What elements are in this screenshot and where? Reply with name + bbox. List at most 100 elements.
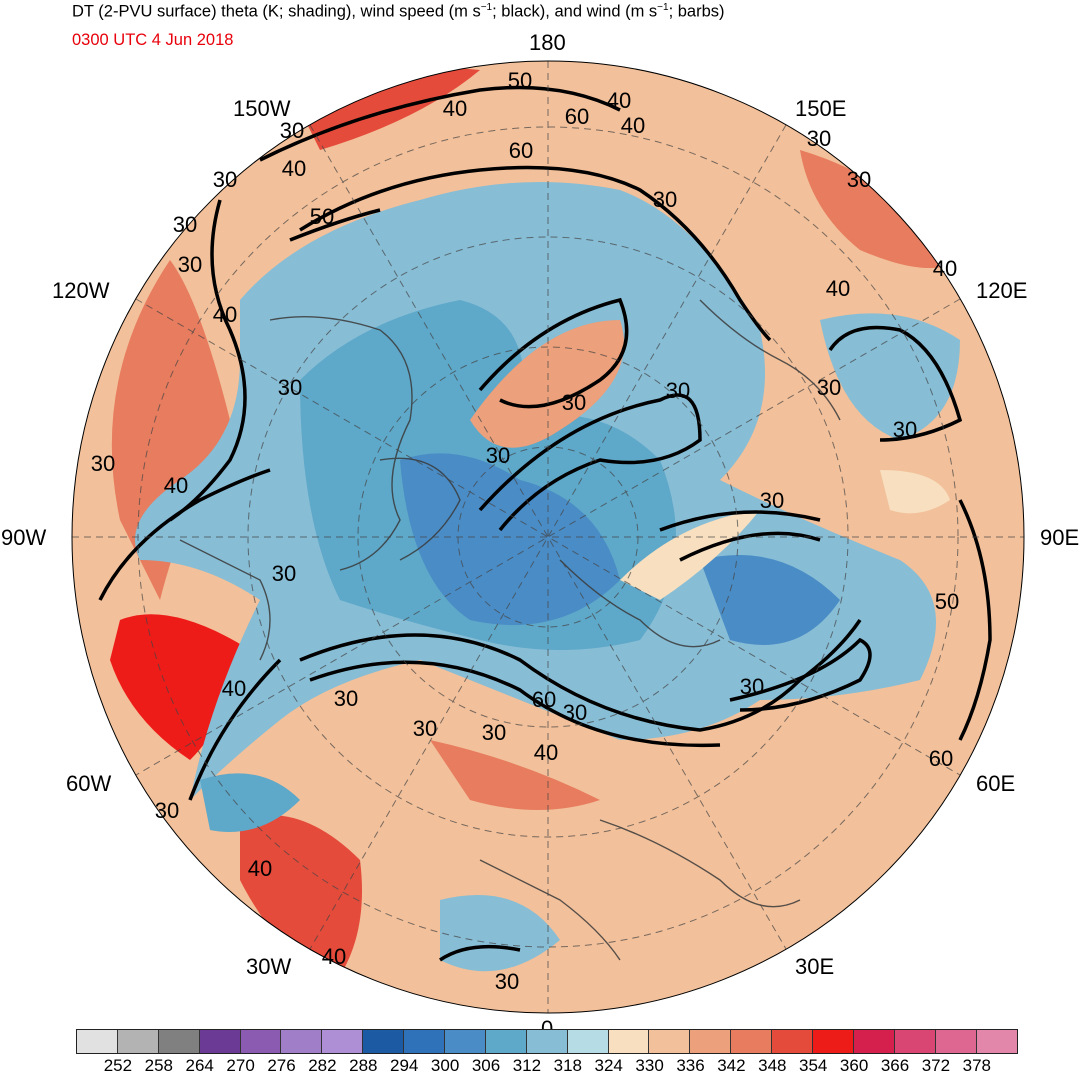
lon-label-60e: 60E: [976, 771, 1016, 796]
colorbar-swatch: [77, 1030, 118, 1053]
colorbar-tick-label: 270: [226, 1056, 255, 1075]
contour-label: 30: [760, 488, 784, 513]
contour-label: 30: [562, 390, 586, 415]
contour-label: 30: [486, 443, 510, 468]
theta-shading: [880, 470, 950, 514]
colorbar-swatch: [526, 1030, 568, 1053]
contour-label: 30: [893, 417, 917, 442]
contour-label: 30: [817, 375, 841, 400]
colorbar-tick-label: 360: [839, 1056, 869, 1075]
colorbar-tick-label: 324: [594, 1056, 623, 1075]
contour-label: 30: [91, 451, 115, 476]
colorbar-swatch: [731, 1030, 773, 1053]
colorbar-swatch: [567, 1030, 609, 1053]
theta-shading: [700, 555, 840, 645]
theta-shading: [200, 773, 300, 832]
contour-label: 40: [282, 156, 306, 181]
colorbar-tick-label: 366: [880, 1056, 910, 1075]
colorbar-tick-label: 264: [185, 1056, 214, 1075]
contour-label: 40: [621, 113, 645, 138]
colorbar-swatch: [322, 1030, 364, 1053]
theta-colorbar: [76, 1029, 1019, 1054]
contour-label: 40: [826, 276, 850, 301]
colorbar-tick-label: 300: [430, 1056, 460, 1075]
colorbar-tick-label: 348: [758, 1056, 787, 1075]
lon-label-150w: 150W: [233, 96, 291, 121]
colorbar-swatch: [649, 1030, 691, 1053]
contour-label: 60: [532, 687, 556, 712]
theta-shading: [240, 815, 362, 990]
contour-label: 30: [847, 167, 871, 192]
lon-label-180: 180: [529, 30, 566, 55]
contour-label: 50: [508, 68, 532, 93]
contour-label: 40: [248, 856, 272, 881]
coastlines: [179, 299, 841, 961]
lon-label-30w: 30W: [246, 954, 292, 979]
contour-label: 40: [213, 302, 237, 327]
theta-shading: [111, 260, 230, 600]
colorbar-tick-label: 288: [349, 1056, 378, 1075]
contour-label: 40: [933, 256, 957, 281]
contour-label: 30: [334, 686, 358, 711]
contour-label: 50: [935, 589, 959, 614]
colorbar-tick-label: 306: [471, 1056, 501, 1075]
contour-label: 30: [213, 167, 237, 192]
theta-shading: [430, 740, 600, 810]
lon-label-120w: 120W: [52, 278, 110, 303]
colorbar-swatch: [772, 1030, 814, 1053]
map-border: [71, 60, 1025, 1014]
contour-label: 30: [272, 561, 296, 586]
contour-label: 40: [534, 740, 558, 765]
colorbar-tick-label: 318: [553, 1056, 582, 1075]
colorbar-tick-label: 354: [799, 1056, 828, 1075]
contour-label: 30: [563, 700, 587, 725]
colorbar-swatch: [608, 1030, 650, 1053]
lon-label-90e: 90E: [1040, 525, 1080, 550]
contour-label: 30: [807, 126, 831, 151]
colorbar-swatch: [363, 1030, 405, 1053]
colorbar-swatch: [813, 1030, 854, 1053]
colorbar-tick-label: 252: [103, 1056, 133, 1075]
contour-label: 30: [653, 187, 677, 212]
colorbar-swatch: [404, 1030, 446, 1053]
lon-label-60w: 60W: [66, 771, 112, 796]
colorbar-swatch: [445, 1030, 486, 1053]
contour-label: 30: [280, 118, 304, 143]
contour-label: 30: [413, 716, 437, 741]
colorbar-swatch: [894, 1030, 936, 1053]
colorbar-tick-label: 342: [717, 1056, 746, 1075]
colorbar-swatch: [281, 1030, 323, 1053]
colorbar-tick-label: 378: [962, 1056, 991, 1075]
contour-label: 40: [443, 96, 467, 121]
lon-label-30e: 30E: [795, 954, 835, 979]
colorbar-swatch: [117, 1030, 159, 1053]
contour-label: 60: [509, 138, 533, 163]
contour-label: 30: [740, 674, 764, 699]
contour-label: 30: [178, 252, 202, 277]
contour-label: 30: [495, 969, 519, 994]
colorbar-swatch: [199, 1030, 241, 1053]
colorbar-tick-label: 282: [308, 1056, 337, 1075]
colorbar-tick-label: 258: [144, 1056, 173, 1075]
contour-label: 40: [164, 473, 188, 498]
lon-label-120e: 120E: [976, 278, 1028, 303]
contour-label: 50: [310, 204, 334, 229]
colorbar-tick-label: 336: [676, 1056, 705, 1075]
colorbar-swatch: [935, 1030, 977, 1053]
contour-label: 30: [278, 375, 302, 400]
colorbar-swatch: [853, 1030, 895, 1053]
contour-label: 40: [322, 944, 346, 969]
contour-label: 40: [222, 676, 246, 701]
colorbar-tick-label: 276: [267, 1056, 296, 1075]
colorbar-tick-label: 372: [921, 1056, 951, 1075]
colorbar-tick-label: 294: [390, 1056, 419, 1075]
lon-label-150e: 150E: [795, 96, 847, 121]
contour-label: 30: [482, 720, 506, 745]
theta-shading: [440, 895, 560, 972]
colorbar-swatch: [690, 1030, 732, 1053]
colorbar-swatch: [976, 1030, 1018, 1053]
contour-label: 60: [565, 104, 589, 129]
wind-speed-contours: [98, 85, 992, 962]
